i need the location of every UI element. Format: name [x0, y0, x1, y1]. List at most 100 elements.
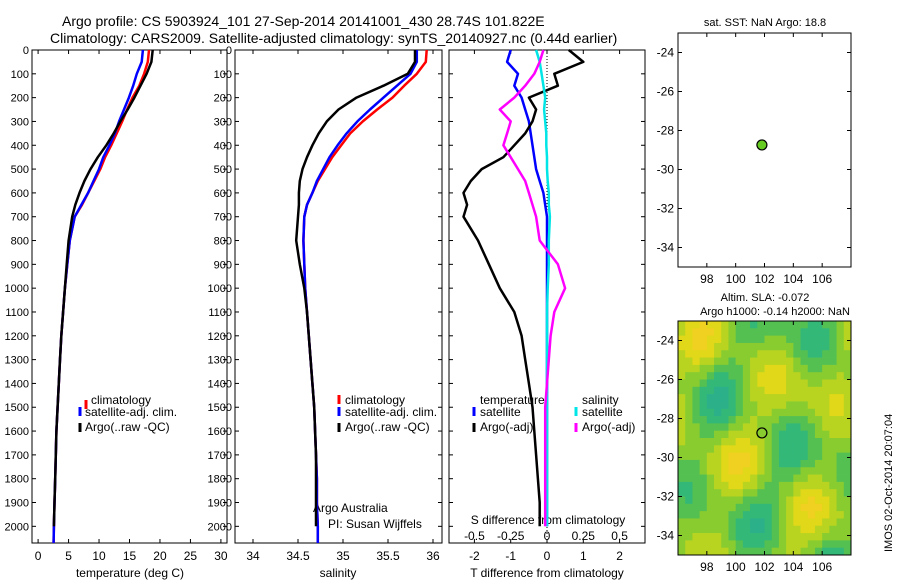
- x-tick-label: 20: [153, 549, 167, 563]
- heatmap-cell: [829, 321, 837, 329]
- heatmap-cell: [721, 430, 729, 439]
- heatmap-cell: [764, 350, 773, 358]
- heatmap-cell: [843, 459, 852, 468]
- heatmap-cell: [771, 533, 780, 541]
- heatmap-cell: [735, 474, 744, 483]
- heatmap-cell: [764, 401, 773, 410]
- heatmap-cell: [685, 452, 693, 461]
- top-tick-label: 0.25: [572, 529, 596, 543]
- salinity-plot-frame: [234, 49, 443, 544]
- heatmap-cell: [699, 342, 708, 351]
- heatmap-cell: [757, 481, 765, 490]
- heatmap-cell: [843, 342, 852, 351]
- heatmap-cell: [728, 394, 737, 402]
- heatmap-cell: [814, 547, 823, 556]
- heatmap-cell: [778, 357, 787, 366]
- heatmap-cell: [771, 408, 780, 417]
- heatmap-cell: [771, 438, 780, 446]
- heatmap-cell: [750, 328, 758, 337]
- heatmap-cell: [735, 342, 744, 351]
- heatmap-cell: [757, 423, 765, 432]
- heatmap-cell: [807, 496, 816, 505]
- heatmap-cell: [706, 467, 715, 475]
- heatmap-cell: [678, 430, 686, 439]
- header-line1: Argo profile: CS 5903924_101 27-Sep-2014…: [62, 13, 545, 29]
- heatmap-cell: [706, 503, 715, 512]
- heatmap-cell: [829, 342, 837, 351]
- heatmap-cell: [836, 540, 845, 549]
- heatmap-cell: [829, 445, 837, 454]
- heatmap-cell: [800, 386, 809, 395]
- heatmap-cell: [728, 540, 737, 549]
- heatmap-cell: [699, 459, 708, 468]
- heatmap-cell: [822, 503, 830, 512]
- heatmap-cell: [786, 430, 794, 439]
- top-tick-label: -0.5: [464, 529, 485, 543]
- heatmap-cell: [793, 503, 801, 512]
- heatmap-cell: [721, 481, 729, 490]
- heatmap-cell: [757, 401, 765, 410]
- heatmap-cell: [843, 408, 852, 417]
- heatmap-cell: [714, 445, 722, 454]
- heatmap-cell: [692, 430, 701, 439]
- heatmap-cell: [793, 489, 801, 497]
- heatmap-cell: [778, 401, 787, 410]
- heatmap-cell: [714, 459, 722, 468]
- heatmap-cell: [771, 321, 780, 329]
- heatmap-cell: [829, 335, 837, 344]
- heatmap-cell: [735, 357, 744, 366]
- heatmap-cell: [728, 438, 737, 446]
- heatmap-cell: [771, 474, 780, 483]
- heatmap-cell: [735, 430, 744, 439]
- heatmap-cell: [836, 438, 845, 446]
- heatmap-cell: [778, 547, 787, 556]
- sla-map-panel: Altim. SLA: -0.072 Argo h1000: -0.14 h20…: [657, 292, 852, 574]
- heatmap-cell: [750, 357, 758, 366]
- heatmap-cell: [735, 467, 744, 475]
- heatmap-cell: [678, 503, 686, 512]
- heatmap-cell: [786, 540, 794, 549]
- heatmap-cell: [685, 394, 693, 402]
- heatmap-cell: [836, 394, 845, 402]
- heatmap-cell: [714, 372, 722, 380]
- heatmap-cell: [822, 335, 830, 344]
- heatmap-cell: [836, 525, 845, 534]
- heatmap-cell: [793, 416, 801, 424]
- heatmap-cell: [836, 489, 845, 497]
- heatmap-cell: [829, 518, 837, 527]
- heatmap-cell: [843, 518, 852, 527]
- heatmap-cell: [699, 489, 708, 497]
- legend-title-salinity: salinity: [582, 393, 619, 407]
- y-tick-label: 800: [214, 236, 232, 248]
- heatmap-cell: [829, 423, 837, 432]
- heatmap-cell: [721, 496, 729, 505]
- heatmap-cell: [699, 357, 708, 366]
- legend-title-temperature: temperature: [480, 393, 545, 407]
- heatmap-cell: [822, 511, 830, 519]
- heatmap-cell: [742, 335, 751, 344]
- heatmap-cell: [829, 357, 837, 366]
- y-tick-label: 1900: [5, 498, 29, 510]
- heatmap-cell: [706, 423, 715, 432]
- x-tick-label: 25: [184, 549, 198, 563]
- heatmap-cell: [678, 408, 686, 417]
- heatmap-cell: [814, 518, 823, 527]
- heatmap-cell: [771, 467, 780, 475]
- heatmap-cell: [750, 430, 758, 439]
- heatmap-cell: [728, 496, 737, 505]
- heatmap-cell: [742, 328, 751, 337]
- heatmap-cell: [786, 350, 794, 358]
- heatmap-cell: [742, 540, 751, 549]
- y-tick-label: 1600: [5, 426, 29, 438]
- heatmap-cell: [843, 445, 852, 454]
- heatmap-cell: [692, 328, 701, 337]
- heatmap-cell: [692, 533, 701, 541]
- heatmap-cell: [793, 438, 801, 446]
- heatmap-cell: [829, 394, 837, 402]
- heatmap-cell: [678, 321, 686, 329]
- heatmap-cell: [829, 401, 837, 410]
- heatmap-cell: [678, 489, 686, 497]
- y-tick-label: 700: [11, 212, 29, 224]
- heatmap-cell: [757, 459, 765, 468]
- heatmap-cell: [714, 547, 722, 556]
